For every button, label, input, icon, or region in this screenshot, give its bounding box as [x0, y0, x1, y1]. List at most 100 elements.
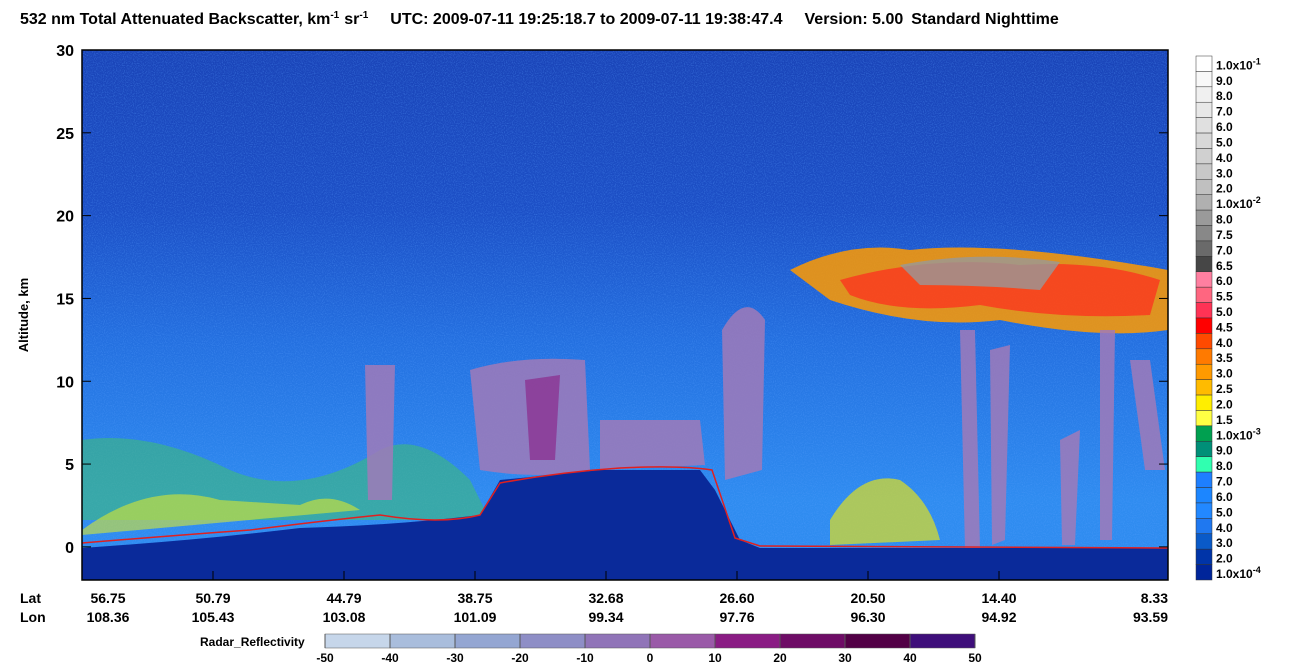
colorbar-swatch [1195, 194, 1213, 211]
lat-label: 26.60 [719, 590, 754, 606]
colorbar-swatch [1195, 55, 1213, 72]
colorbar-swatch [1195, 179, 1213, 195]
colorbar-swatch [1195, 456, 1213, 473]
radar-tick-label: -20 [511, 651, 529, 665]
colorbar-swatch [1195, 471, 1213, 488]
colorbar-swatch [1195, 533, 1213, 550]
colorbar-label-exp: -2 [1253, 195, 1261, 205]
lon-label: 103.08 [323, 609, 366, 625]
lat-title: Lat [20, 590, 41, 606]
colorbar-label: 2.0 [1216, 182, 1233, 196]
radar-tick-label: -10 [576, 651, 594, 665]
colorbar-swatch [1195, 117, 1213, 134]
lon-title: Lon [20, 609, 46, 625]
colorbar-label: 8.0 [1216, 89, 1233, 103]
radar-tick-label: -40 [381, 651, 399, 665]
colorbar-swatch [1195, 163, 1213, 180]
colorbar-label: 6.0 [1216, 490, 1233, 504]
radar-swatch [454, 633, 521, 649]
title-part: 532 nm Total Attenuated Backscatter, km [20, 11, 330, 28]
colorbar-label: 4.0 [1216, 151, 1233, 165]
colorbar-label-exp: -1 [1253, 56, 1261, 66]
lat-label: 8.33 [1141, 590, 1168, 606]
y-tick-label: 10 [56, 374, 74, 391]
colorbar-swatch [1195, 286, 1213, 303]
colorbar-label: 3.5 [1216, 351, 1233, 365]
title-part: -1 [330, 10, 339, 21]
radar-tick-label: 30 [838, 651, 852, 665]
colorbar-label: 1.0x10-2 [1216, 195, 1261, 211]
lat-label: 44.79 [326, 590, 361, 606]
y-axis-label: Altitude, km [16, 278, 31, 352]
colorbar-label: 3.0 [1216, 367, 1233, 381]
curtain [82, 50, 1168, 580]
colorbar-label: 3.0 [1216, 166, 1233, 180]
colorbar-label: 5.0 [1216, 505, 1233, 519]
radar-tick-label: 0 [647, 651, 654, 665]
colorbar-label: 6.0 [1216, 120, 1233, 134]
colorbar-swatch [1195, 240, 1213, 257]
lat-label: 50.79 [195, 590, 230, 606]
radar-swatch [519, 633, 586, 649]
colorbar-swatch [1195, 410, 1213, 427]
y-tick-label: 30 [56, 43, 74, 60]
colorbar-swatch [1195, 564, 1213, 581]
radar-swatch [909, 633, 976, 649]
title-part: Version: 5.00 [805, 11, 904, 28]
radar-tick-label: 10 [708, 651, 722, 665]
lon-label: 97.76 [719, 609, 754, 625]
colorbar-label: 4.0 [1216, 336, 1233, 350]
colorbar-swatch [1195, 379, 1213, 396]
colorbar-label-base: 1.0x10 [1216, 58, 1253, 72]
colorbar-label: 3.0 [1216, 536, 1233, 550]
colorbar-swatch [1195, 256, 1213, 273]
y-tick-label: 20 [56, 209, 74, 226]
colorbar-swatch [1195, 487, 1213, 504]
colorbar-swatch [1195, 348, 1213, 365]
colorbar-swatch [1195, 363, 1213, 380]
title: 532 nm Total Attenuated Backscatter, km-… [20, 10, 1059, 28]
radar-swatch [779, 633, 846, 649]
radar-swatch [389, 633, 456, 649]
lat-label: 14.40 [981, 590, 1016, 606]
colorbar-label: 6.5 [1216, 259, 1233, 273]
colorbar-label: 9.0 [1216, 444, 1233, 458]
colorbar-swatch [1195, 441, 1213, 457]
radar-title: Radar_Reflectivity [200, 635, 305, 649]
title-part: sr [344, 11, 359, 28]
y-tick-label: 0 [65, 540, 74, 557]
lon-label: 105.43 [192, 609, 235, 625]
colorbar-label: 1.0x10-1 [1216, 56, 1261, 72]
lon-label: 96.30 [850, 609, 885, 625]
radar-swatch [649, 633, 716, 649]
lon-label: 94.92 [981, 609, 1016, 625]
radar-swatch [584, 633, 651, 649]
colorbar-swatch [1195, 502, 1213, 519]
lat-label: 56.75 [90, 590, 125, 606]
colorbar-swatch [1195, 132, 1213, 149]
colorbar-label-base: 1.0x10 [1216, 567, 1253, 581]
colorbar-label-exp: -4 [1253, 565, 1261, 575]
colorbar-label: 7.5 [1216, 228, 1233, 242]
colorbar-swatch [1195, 302, 1213, 319]
colorbar-label: 1.5 [1216, 413, 1233, 427]
colorbar-swatch [1195, 271, 1213, 288]
colorbar-label: 6.0 [1216, 274, 1233, 288]
colorbar-swatch [1195, 86, 1213, 103]
colorbar-label: 5.5 [1216, 290, 1233, 304]
lon-label: 99.34 [588, 609, 623, 625]
radar-tick-label: -30 [446, 651, 464, 665]
colorbar-label: 8.0 [1216, 459, 1233, 473]
colorbar-label: 1.0x10-3 [1216, 426, 1261, 442]
colorbar-swatch [1195, 225, 1213, 242]
title-part: -1 [359, 10, 368, 21]
y-tick-label: 5 [65, 457, 74, 474]
lat-label: 20.50 [850, 590, 885, 606]
colorbar-label: 4.0 [1216, 521, 1233, 535]
colorbar-swatch [1195, 101, 1213, 118]
radar-tick-label: 50 [968, 651, 982, 665]
title-part: Standard Nighttime [911, 11, 1059, 28]
colorbar-label: 9.0 [1216, 74, 1233, 88]
colorbar-label: 8.0 [1216, 213, 1233, 227]
